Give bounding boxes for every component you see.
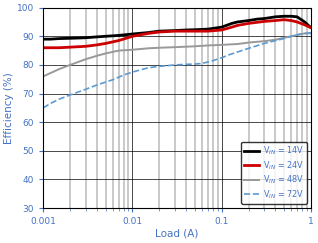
Y-axis label: Efficiency (%): Efficiency (%): [4, 72, 14, 144]
X-axis label: Load (A): Load (A): [156, 229, 199, 239]
Legend: V$_{IN}$ = 14V, V$_{IN}$ = 24V, V$_{IN}$ = 48V, V$_{IN}$ = 72V: V$_{IN}$ = 14V, V$_{IN}$ = 24V, V$_{IN}$…: [241, 141, 307, 204]
